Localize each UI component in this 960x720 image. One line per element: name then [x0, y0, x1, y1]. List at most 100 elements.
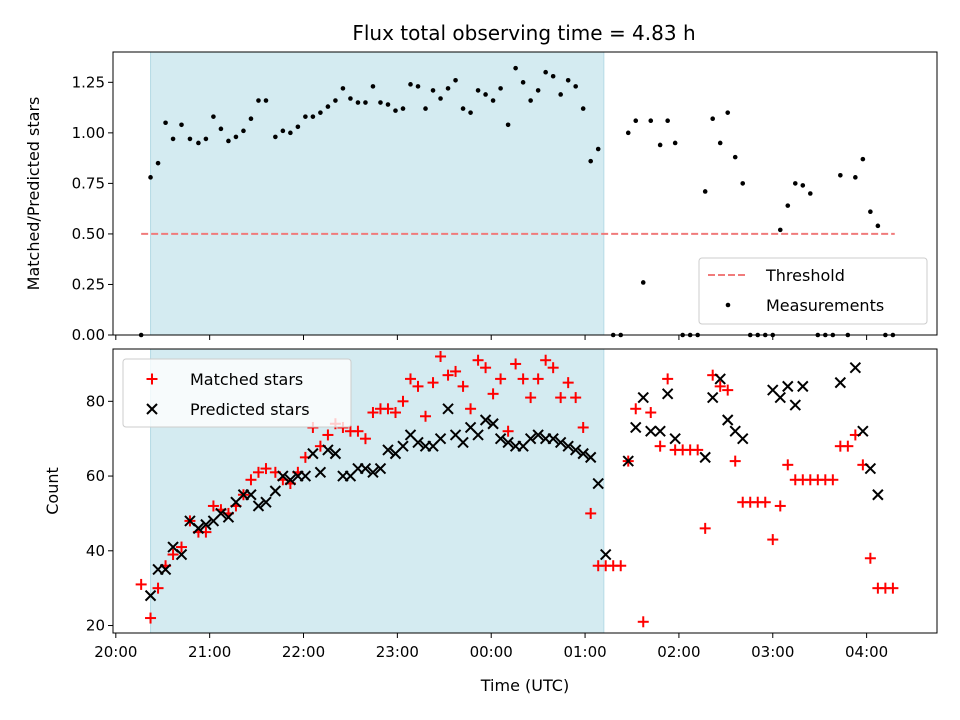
measurement-point	[248, 116, 254, 122]
measurement-point	[717, 140, 723, 146]
predicted-star-point	[192, 522, 205, 535]
bottom-x-tick-label: 21:00	[188, 643, 231, 661]
measurement-point	[528, 98, 533, 103]
top-axes-frame	[112, 51, 938, 336]
measurement-point	[672, 140, 678, 146]
predicted-star-point	[600, 548, 612, 561]
matched-star-point	[389, 407, 401, 419]
matched-star-point	[699, 522, 711, 534]
legend-predicted-marker	[146, 403, 158, 415]
predicted-star-point	[252, 500, 265, 512]
measurement-point	[211, 114, 216, 119]
measurement-point	[196, 140, 201, 146]
bottom-y-ticks: 20 40 60 80	[86, 392, 113, 635]
matched-star-point	[176, 541, 188, 553]
matched-star-point	[152, 582, 164, 594]
matched-star-point	[412, 380, 424, 392]
predicted-star-point	[175, 548, 188, 561]
predicted-star-point	[322, 444, 334, 456]
matched-star-point	[714, 380, 726, 392]
measurement-point	[325, 104, 331, 109]
predicted-star-point	[872, 489, 884, 501]
measurement-point	[588, 158, 593, 164]
bottom-x-tick-label: 22:00	[282, 643, 325, 661]
predicted-star-point	[314, 466, 327, 479]
top-legend-box	[698, 257, 928, 325]
matched-star-point	[322, 429, 334, 441]
predicted-star-point	[200, 518, 212, 531]
predicted-star-point	[622, 455, 634, 467]
predicted-star-point	[562, 440, 574, 452]
measurement-point	[702, 189, 708, 194]
predicted-star-point	[472, 429, 484, 441]
matched-star-point	[547, 362, 559, 374]
bottom-x-tick-label: 01:00	[563, 643, 606, 661]
matched-star-point	[637, 616, 649, 628]
measurement-point	[565, 78, 571, 83]
matched-star-point	[472, 354, 484, 366]
bottom-y-tick-label: 80	[86, 392, 105, 410]
matched-star-point	[654, 440, 666, 452]
matched-star-point	[435, 350, 447, 362]
matched-star-point	[774, 500, 786, 512]
predicted-star-point	[834, 376, 847, 389]
measurement-point	[475, 88, 481, 93]
matched-star-point	[555, 392, 567, 404]
legend-threshold-label: Threshold	[765, 266, 845, 285]
matched-star-point	[759, 496, 771, 508]
figure-title: Flux total observing time = 4.83 h	[352, 21, 695, 45]
predicted-star-point	[849, 361, 862, 374]
measurement-point	[241, 128, 246, 134]
measurement-point	[595, 146, 601, 152]
matched-star-point	[167, 549, 179, 561]
predicted-star-point	[159, 563, 172, 576]
predicted-star-point	[592, 477, 604, 490]
predicted-star-point	[669, 432, 681, 445]
measurement-point	[370, 84, 376, 89]
top-y-tick-label: 0.50	[72, 225, 105, 243]
legend-matched-marker	[146, 373, 158, 385]
predicted-star-point	[284, 474, 297, 486]
legend-predicted-swatch	[146, 403, 158, 415]
matched-star-point	[465, 403, 477, 415]
matched-star-point	[887, 582, 899, 594]
predicted-star-point	[359, 462, 372, 475]
matched-star-point	[585, 507, 597, 519]
top-legend: Threshold Measurements	[698, 257, 928, 325]
predicted-star-point	[547, 432, 559, 445]
matched-star-point	[540, 354, 552, 366]
top-x-ticks	[115, 335, 868, 340]
predicted-star-point	[706, 391, 719, 404]
bottom-y-axis-label: Count	[43, 467, 62, 515]
measurement-point	[543, 69, 548, 75]
measurement-point	[740, 181, 746, 186]
measurement-point	[430, 88, 436, 93]
measurement-point	[423, 106, 428, 111]
predicted-star-point	[215, 507, 227, 520]
predicted-star-point	[789, 399, 801, 411]
predicted-star-point	[144, 589, 157, 602]
top-y-tick-label: 0.25	[72, 275, 105, 293]
matched-star-point	[135, 578, 147, 590]
measurement-point	[558, 92, 563, 97]
predicted-star-point	[307, 447, 319, 460]
measurement-point	[725, 110, 731, 115]
predicted-star-point	[412, 436, 424, 449]
bottom-y-tick-label: 60	[86, 467, 105, 485]
measurement-point	[155, 160, 161, 166]
bottom-y-tick-label: 40	[86, 542, 105, 560]
predicted-star-point	[699, 451, 711, 464]
bottom-x-axis-label: Time (UTC)	[480, 676, 569, 695]
bottom-x-tick-label: 03:00	[751, 643, 794, 661]
top-y-tick-label: 0.00	[72, 326, 105, 344]
measurement-point	[333, 98, 338, 103]
matched-star-point	[782, 459, 794, 471]
matched-star-point	[692, 444, 704, 456]
measurement-point	[385, 102, 391, 107]
matched-star-point	[662, 373, 674, 385]
measurement-point	[505, 122, 511, 128]
matched-star-point	[260, 463, 272, 475]
measurement-point	[355, 100, 361, 105]
bottom-panel: 20 40 60 80 20:00 21:00 22:00 23:00 00:00 01:00 0…	[43, 348, 938, 695]
matched-star-point	[510, 358, 522, 370]
